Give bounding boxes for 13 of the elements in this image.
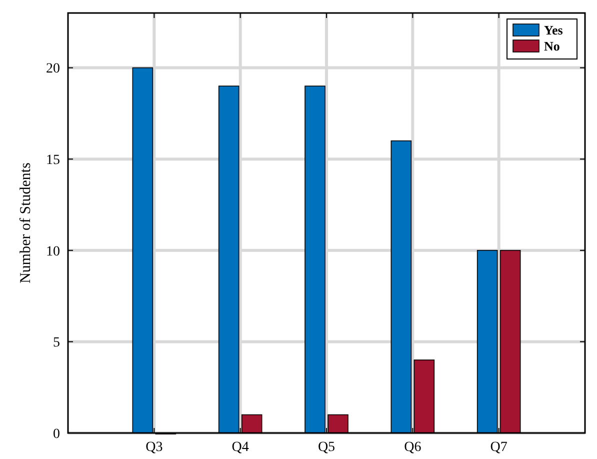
y-tick-label: 15 [46,152,60,168]
y-tick-label: 5 [53,336,60,351]
x-tick-label: Q5 [318,440,336,455]
y-axis-title: Number of Students [18,162,34,284]
legend-label: Yes [544,22,563,38]
x-tick-label: Q6 [404,440,422,455]
y-tick-label: 10 [46,244,60,260]
y-tick-label: 20 [46,62,60,77]
y-tick-label: 0 [53,426,60,442]
x-tick-label: Q7 [490,440,508,455]
legend-label: No [544,38,560,54]
x-tick-label: Q4 [232,440,249,455]
x-tick-label: Q3 [146,440,163,455]
